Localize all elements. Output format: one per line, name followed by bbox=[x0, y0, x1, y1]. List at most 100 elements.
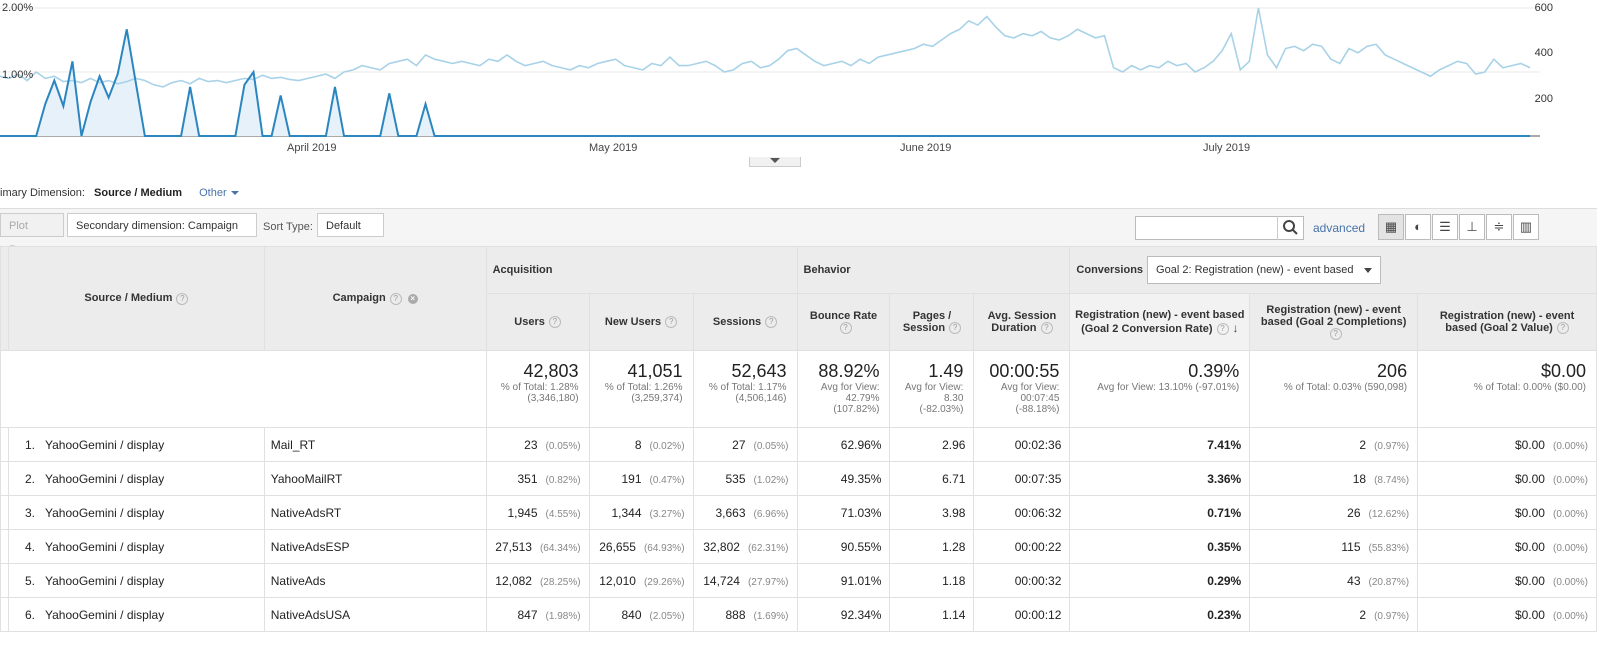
source-medium-link[interactable]: YahooGemini / display bbox=[45, 471, 165, 486]
campaign-link[interactable]: YahooMailRT bbox=[270, 471, 343, 486]
table-row[interactable]: 3. YahooGemini / display NativeAdsRT 1,945… bbox=[0, 495, 1597, 530]
pivot-view-icon[interactable]: ▥ bbox=[1513, 214, 1539, 240]
sessions-value: 3,663 bbox=[715, 505, 746, 520]
data-table-view-icon[interactable]: ▦ bbox=[1378, 214, 1404, 240]
table-row[interactable]: 5. YahooGemini / display NativeAds 12,082 (… bbox=[0, 563, 1597, 598]
new-users-pct: (64.93%) bbox=[643, 542, 685, 554]
source-medium-header-label: Source / Medium bbox=[84, 292, 173, 305]
campaign-link[interactable]: Mail_RT bbox=[270, 437, 316, 452]
users-header[interactable]: Users? bbox=[485, 293, 590, 351]
table-row[interactable]: 1. YahooGemini / display Mail_RT 23 (0.05%)… bbox=[0, 427, 1597, 462]
total-completions-value: 206 bbox=[1377, 361, 1408, 381]
sort-type-select[interactable]: Default bbox=[317, 213, 384, 253]
source-medium-link[interactable]: YahooGemini / display bbox=[45, 437, 165, 452]
new-users-header[interactable]: New Users? bbox=[588, 293, 694, 351]
conv-rate-value: 7.41% bbox=[1207, 437, 1242, 452]
campaign-link[interactable]: NativeAdsUSA bbox=[270, 607, 351, 622]
goal-select[interactable]: Goal 2: Registration (new) - event based bbox=[1147, 256, 1381, 284]
search-button[interactable] bbox=[1277, 216, 1304, 240]
header-spacer bbox=[0, 246, 9, 351]
total-sessions-pct: % of Total: 1.17% bbox=[708, 382, 787, 393]
primary-dimension-label: imary Dimension: bbox=[0, 187, 85, 199]
total-users: 42,803% of Total: 1.28% (3,346,180) bbox=[485, 350, 590, 428]
pie-chart-view-icon[interactable]: ◐ bbox=[1405, 214, 1431, 240]
sessions-cell: 14,724 (27.97%) bbox=[692, 563, 798, 598]
row-spacer bbox=[0, 597, 9, 632]
new-users-cell: 1,344 (3.27%) bbox=[588, 495, 694, 530]
sessions-cell: 888 (1.69%) bbox=[692, 597, 798, 632]
performance-view-icon[interactable]: ☰ bbox=[1432, 214, 1458, 240]
help-icon[interactable]: ? bbox=[839, 322, 852, 335]
avg-duration-header[interactable]: Avg. Session Duration? bbox=[973, 293, 1071, 351]
goal-value-header[interactable]: Registration (new) - event based (Goal 2 … bbox=[1417, 293, 1597, 351]
source-medium-header[interactable]: Source / Medium? bbox=[7, 246, 265, 351]
help-icon[interactable]: ? bbox=[949, 322, 962, 335]
sort-type-label: Sort Type: bbox=[263, 221, 313, 233]
table-row[interactable]: 2. YahooGemini / display YahooMailRT 351 (0… bbox=[0, 461, 1597, 496]
campaign-header[interactable]: Campaign? × bbox=[263, 246, 487, 351]
users-value: 12,082 bbox=[495, 573, 532, 588]
help-icon[interactable]: ? bbox=[1040, 322, 1053, 335]
dimension-other-dropdown[interactable]: Other bbox=[199, 187, 239, 199]
source-medium-link[interactable]: YahooGemini / display bbox=[45, 573, 165, 588]
duration-value: 00:06:32 bbox=[1014, 505, 1062, 520]
chevron-down-icon bbox=[1363, 267, 1372, 273]
avg-header-line1: Avg. Session bbox=[987, 309, 1057, 322]
conv-rate-cell: 3.36% bbox=[1069, 461, 1251, 496]
comparison-view-icon[interactable]: ⊥ bbox=[1459, 214, 1485, 240]
sessions-cell: 3,663 (6.96%) bbox=[692, 495, 798, 530]
source-medium-link[interactable]: YahooGemini / display bbox=[45, 505, 165, 520]
goal-value-cell: $0.00 (0.00%) bbox=[1417, 495, 1597, 530]
avg-header-line2: Duration bbox=[991, 321, 1037, 334]
campaign-link[interactable]: NativeAdsRT bbox=[270, 505, 342, 520]
completions-cell: 18 (8.74%) bbox=[1249, 461, 1419, 496]
total-new-users-value: 41,051 bbox=[627, 361, 683, 381]
help-icon[interactable]: ? bbox=[1329, 328, 1342, 341]
help-icon[interactable]: ? bbox=[176, 292, 189, 305]
campaign-link[interactable]: NativeAdsESP bbox=[270, 539, 350, 554]
help-icon[interactable]: ? bbox=[765, 316, 778, 329]
goal-value-pct: (0.00%) bbox=[1552, 474, 1588, 486]
new-users-cell: 191 (0.47%) bbox=[588, 461, 694, 496]
help-icon[interactable]: ? bbox=[548, 316, 561, 329]
term-cloud-view-icon[interactable]: ≑ bbox=[1486, 214, 1512, 240]
help-icon[interactable]: ? bbox=[389, 292, 402, 305]
new-users-cell: 8 (0.02%) bbox=[588, 427, 694, 462]
table-row[interactable]: 6. YahooGemini / display NativeAdsUSA 847 (… bbox=[0, 597, 1597, 632]
sessions-cell: 32,802 (62.31%) bbox=[692, 529, 798, 564]
total-bounce-avg-label: Avg for View: bbox=[820, 382, 880, 393]
campaign-link[interactable]: NativeAds bbox=[270, 573, 326, 588]
conv-rate-value: 0.29% bbox=[1207, 573, 1242, 588]
source-cell: 2. YahooGemini / display bbox=[7, 461, 265, 496]
advanced-filter-link[interactable]: advanced bbox=[1313, 221, 1366, 235]
goal-value-pct: (0.00%) bbox=[1552, 440, 1588, 452]
source-medium-link[interactable]: YahooGemini / display bbox=[45, 607, 165, 622]
completions-cell: 2 (0.97%) bbox=[1249, 427, 1419, 462]
goal-value-value: $0.00 bbox=[1514, 471, 1545, 486]
completions-header[interactable]: Registration (new) - event based (Goal 2 … bbox=[1249, 293, 1419, 351]
table-body: 1. YahooGemini / display Mail_RT 23 (0.05%)… bbox=[0, 427, 1597, 632]
sessions-header[interactable]: Sessions? bbox=[692, 293, 798, 351]
help-icon[interactable]: ? bbox=[1216, 323, 1229, 336]
chart-collapse-toggle[interactable] bbox=[749, 157, 801, 167]
plot-rows-button[interactable]: Plot Rows bbox=[0, 213, 64, 256]
help-icon[interactable]: ? bbox=[1556, 322, 1569, 335]
conversion-rate-header[interactable]: Registration (new) - event based (Goal 2 … bbox=[1069, 293, 1251, 351]
pages-value: 3.98 bbox=[942, 505, 966, 520]
source-medium-link[interactable]: YahooGemini / display bbox=[45, 539, 165, 554]
conv-rate-value: 0.71% bbox=[1207, 505, 1242, 520]
sessions-cell: 535 (1.02%) bbox=[692, 461, 798, 496]
table-search-input[interactable] bbox=[1135, 216, 1304, 240]
total-goal-value: $0.00% of Total: 0.00% ($0.00) bbox=[1417, 350, 1597, 428]
help-icon[interactable]: ? bbox=[665, 316, 678, 329]
pages-session-header[interactable]: Pages / Session? bbox=[889, 293, 975, 351]
total-sessions-value: 52,643 bbox=[731, 361, 787, 381]
bounce-rate-header[interactable]: Bounce Rate? bbox=[796, 293, 891, 351]
goal-value-value: $0.00 bbox=[1514, 573, 1545, 588]
secondary-dimension-select[interactable]: Secondary dimension: Campaign bbox=[67, 213, 257, 253]
remove-secondary-dimension-icon[interactable]: × bbox=[407, 293, 418, 304]
row-spacer bbox=[0, 563, 9, 598]
dimension-source-medium[interactable]: Source / Medium bbox=[94, 187, 183, 199]
new-users-value: 8 bbox=[634, 437, 642, 452]
table-row[interactable]: 4. YahooGemini / display NativeAdsESP 27,5… bbox=[0, 529, 1597, 564]
